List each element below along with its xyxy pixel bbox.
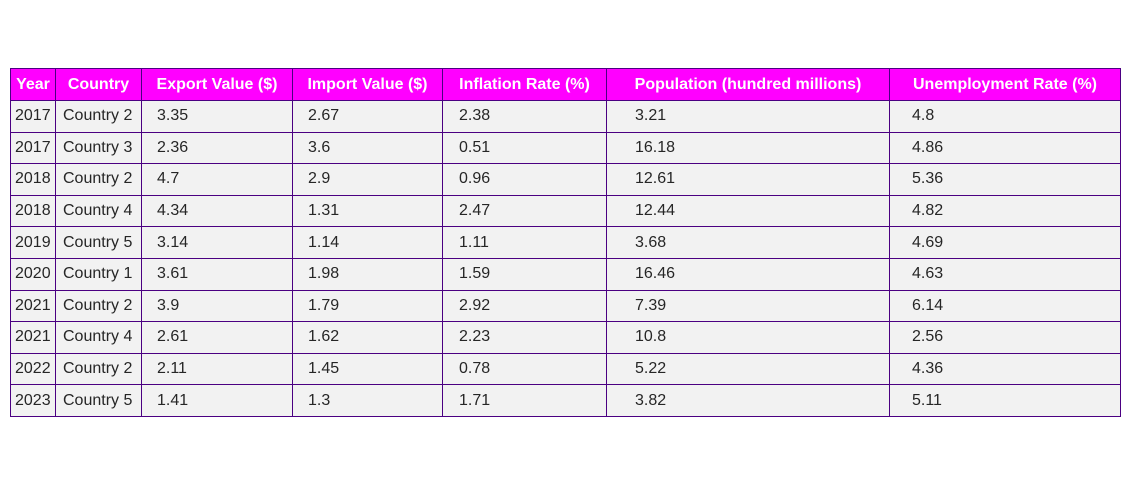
cell-export-value: 4.34	[141, 194, 293, 228]
cell-inflation-rate: 2.23	[442, 321, 607, 354]
cell-export-value: 3.9	[141, 289, 293, 323]
cell-year: 2019	[10, 226, 56, 259]
cell-export-value: 3.14	[141, 226, 293, 259]
cell-year: 2020	[10, 257, 56, 291]
table-row: 2021 Country 2 3.9 1.79 2.92 7.39 6.14	[10, 289, 1121, 323]
cell-country: Country 2	[55, 352, 142, 386]
table-row: 2018 Country 4 4.34 1.31 2.47 12.44 4.82	[10, 194, 1121, 228]
cell-country: Country 5	[55, 384, 142, 417]
cell-import-value: 1.14	[292, 226, 443, 259]
cell-inflation-rate: 2.47	[442, 194, 607, 228]
cell-import-value: 1.98	[292, 257, 443, 291]
cell-population: 3.21	[606, 100, 890, 133]
table-row: 2021 Country 4 2.61 1.62 2.23 10.8 2.56	[10, 321, 1121, 354]
cell-export-value: 2.36	[141, 131, 293, 165]
cell-import-value: 1.79	[292, 289, 443, 323]
cell-import-value: 1.45	[292, 352, 443, 386]
cell-population: 5.22	[606, 352, 890, 386]
column-header-inflation-rate: Inflation Rate (%)	[442, 68, 607, 101]
cell-population: 3.68	[606, 226, 890, 259]
table-body: 2017 Country 2 3.35 2.67 2.38 3.21 4.8 2017 Coun…	[10, 100, 1121, 417]
cell-inflation-rate: 1.59	[442, 257, 607, 291]
cell-inflation-rate: 0.96	[442, 163, 607, 196]
cell-country: Country 5	[55, 226, 142, 259]
cell-export-value: 1.41	[141, 384, 293, 417]
table-row: 2022 Country 2 2.11 1.45 0.78 5.22 4.36	[10, 352, 1121, 386]
column-header-country: Country	[55, 68, 142, 101]
header-row: Year Country Export Value ($) Import Val…	[10, 68, 1121, 101]
cell-country: Country 4	[55, 321, 142, 354]
cell-export-value: 2.11	[141, 352, 293, 386]
cell-inflation-rate: 1.71	[442, 384, 607, 417]
cell-unemployment-rate: 6.14	[889, 289, 1121, 323]
cell-import-value: 2.9	[292, 163, 443, 196]
table-row: 2023 Country 5 1.41 1.3 1.71 3.82 5.11	[10, 384, 1121, 417]
cell-population: 10.8	[606, 321, 890, 354]
cell-population: 12.61	[606, 163, 890, 196]
cell-import-value: 1.3	[292, 384, 443, 417]
cell-import-value: 1.62	[292, 321, 443, 354]
cell-export-value: 3.61	[141, 257, 293, 291]
cell-import-value: 1.31	[292, 194, 443, 228]
cell-export-value: 2.61	[141, 321, 293, 354]
table-row: 2019 Country 5 3.14 1.14 1.11 3.68 4.69	[10, 226, 1121, 259]
cell-country: Country 2	[55, 289, 142, 323]
table-row: 2018 Country 2 4.7 2.9 0.96 12.61 5.36	[10, 163, 1121, 196]
cell-export-value: 4.7	[141, 163, 293, 196]
cell-unemployment-rate: 5.11	[889, 384, 1121, 417]
table-row: 2017 Country 2 3.35 2.67 2.38 3.21 4.8	[10, 100, 1121, 133]
column-header-import-value: Import Value ($)	[292, 68, 443, 101]
cell-year: 2017	[10, 100, 56, 133]
table-row: 2017 Country 3 2.36 3.6 0.51 16.18 4.86	[10, 131, 1121, 165]
cell-unemployment-rate: 2.56	[889, 321, 1121, 354]
cell-import-value: 3.6	[292, 131, 443, 165]
cell-country: Country 4	[55, 194, 142, 228]
cell-unemployment-rate: 4.86	[889, 131, 1121, 165]
cell-country: Country 3	[55, 131, 142, 165]
cell-year: 2022	[10, 352, 56, 386]
cell-population: 16.18	[606, 131, 890, 165]
column-header-population: Population (hundred millions)	[606, 68, 890, 101]
cell-year: 2018	[10, 194, 56, 228]
cell-unemployment-rate: 4.63	[889, 257, 1121, 291]
cell-unemployment-rate: 4.36	[889, 352, 1121, 386]
cell-import-value: 2.67	[292, 100, 443, 133]
cell-year: 2021	[10, 289, 56, 323]
cell-population: 7.39	[606, 289, 890, 323]
cell-population: 12.44	[606, 194, 890, 228]
data-table-container: Year Country Export Value ($) Import Val…	[10, 68, 1121, 417]
cell-unemployment-rate: 4.82	[889, 194, 1121, 228]
cell-export-value: 3.35	[141, 100, 293, 133]
data-table: Year Country Export Value ($) Import Val…	[10, 68, 1121, 417]
cell-population: 16.46	[606, 257, 890, 291]
cell-country: Country 1	[55, 257, 142, 291]
column-header-year: Year	[10, 68, 56, 101]
cell-year: 2023	[10, 384, 56, 417]
cell-unemployment-rate: 4.69	[889, 226, 1121, 259]
cell-year: 2017	[10, 131, 56, 165]
table-row: 2020 Country 1 3.61 1.98 1.59 16.46 4.63	[10, 257, 1121, 291]
cell-year: 2021	[10, 321, 56, 354]
cell-unemployment-rate: 5.36	[889, 163, 1121, 196]
cell-country: Country 2	[55, 100, 142, 133]
cell-country: Country 2	[55, 163, 142, 196]
cell-inflation-rate: 1.11	[442, 226, 607, 259]
cell-inflation-rate: 0.78	[442, 352, 607, 386]
column-header-export-value: Export Value ($)	[141, 68, 293, 101]
cell-inflation-rate: 0.51	[442, 131, 607, 165]
cell-inflation-rate: 2.38	[442, 100, 607, 133]
cell-unemployment-rate: 4.8	[889, 100, 1121, 133]
column-header-unemployment-rate: Unemployment Rate (%)	[889, 68, 1121, 101]
cell-population: 3.82	[606, 384, 890, 417]
cell-year: 2018	[10, 163, 56, 196]
cell-inflation-rate: 2.92	[442, 289, 607, 323]
